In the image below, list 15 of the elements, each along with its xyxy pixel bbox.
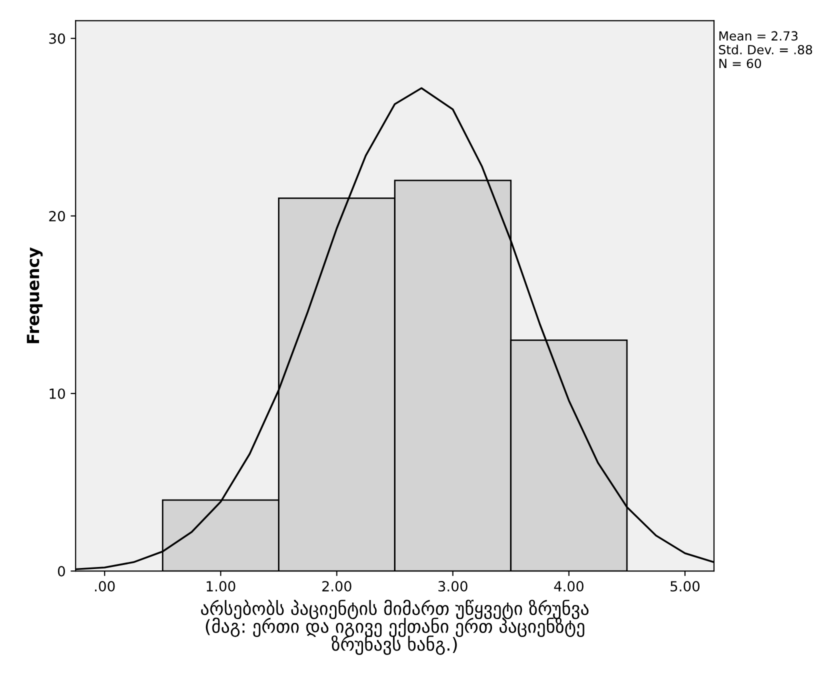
text: N = 60 (719, 58, 762, 68)
x-tick-label: .00 (95, 581, 115, 592)
x-tick-label: 1.00 (206, 581, 236, 592)
x-axis-title: არსებობს პაციენტის მიმართ უწყვეტი ზრუნვა (მაგ: ერთი და იგივე ექთანი ერთ პაციენზტე ზრუნავს ხანგ.) (201, 600, 589, 655)
y-axis-title: Frequency (26, 247, 43, 344)
x-tick-label: 2.00 (322, 581, 352, 592)
x-tick-label: 4.00 (554, 581, 584, 592)
y-tick-label: 0 (58, 566, 65, 577)
y-tick-label: 10 (50, 388, 65, 399)
y-tick-label: 30 (49, 33, 65, 44)
text: Std. Dev. = .88 (719, 44, 812, 54)
x-tick-label: 3.00 (438, 581, 468, 592)
y-tick-label: 20 (49, 210, 65, 222)
text: Mean = 2.73 (719, 31, 798, 41)
x-tick-label: 5.00 (670, 581, 700, 592)
